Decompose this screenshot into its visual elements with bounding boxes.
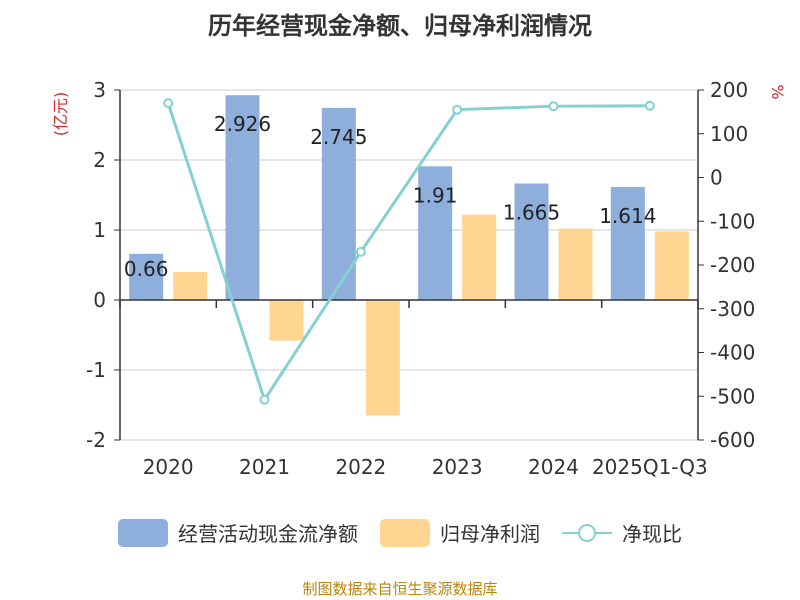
y2-tick-label: -400 xyxy=(710,341,755,365)
y2-tick-label: 200 xyxy=(710,78,748,102)
bar-cashflow xyxy=(418,166,453,300)
bar-net-profit xyxy=(269,300,304,341)
bar-net-profit xyxy=(365,300,400,416)
legend-label-cashflow: 经营活动现金流净额 xyxy=(178,522,358,546)
bar-net-profit xyxy=(654,231,689,300)
ratio-point xyxy=(548,101,559,112)
bar-cashflow xyxy=(610,187,645,300)
chart-legend: 经营活动现金流净额 归母净利润 净现比 xyxy=(0,518,800,547)
source-note: 制图数据来自恒生聚源数据库 xyxy=(302,580,498,598)
legend-swatch-ratio xyxy=(562,519,612,547)
x-tick-label: 2020 xyxy=(143,455,194,479)
y-axis-title: (亿元) xyxy=(51,92,70,137)
y2-tick-label: -100 xyxy=(710,209,755,233)
ratio-point xyxy=(644,100,655,111)
legend-item-cashflow[interactable]: 经营活动现金流净额 xyxy=(118,518,358,547)
legend-label-net-profit: 归母净利润 xyxy=(440,522,540,546)
y2-axis-title: % xyxy=(768,84,787,99)
ratio-point xyxy=(259,394,270,405)
ratio-point xyxy=(355,246,366,257)
bar-net-profit xyxy=(462,214,497,300)
bar-net-profit xyxy=(558,228,593,300)
legend-label-ratio: 净现比 xyxy=(622,522,682,546)
bar-cashflow xyxy=(514,183,549,300)
data-label-cashflow: 2.926 xyxy=(214,112,271,136)
ratio-line xyxy=(166,102,650,404)
y-tick-label: -2 xyxy=(86,428,106,452)
x-tick-label: 2023 xyxy=(432,455,483,479)
data-label-cashflow: 1.665 xyxy=(503,200,560,224)
y-tick-label: -1 xyxy=(86,358,106,382)
data-label-cashflow: 1.91 xyxy=(413,183,458,207)
legend-swatch-cashflow xyxy=(118,518,168,547)
y2-tick-label: 0 xyxy=(710,166,723,190)
legend-item-net-profit[interactable]: 归母净利润 xyxy=(380,518,540,547)
y-tick-label: 3 xyxy=(93,78,106,102)
data-label-cashflow: 0.66 xyxy=(124,257,169,281)
bar-cashflow xyxy=(225,95,260,301)
y-tick-label: 0 xyxy=(93,288,106,312)
x-tick-label: 2024 xyxy=(528,455,579,479)
x-tick-label: 2021 xyxy=(239,455,290,479)
ratio-point xyxy=(452,104,463,115)
bar-cashflow xyxy=(129,253,164,300)
x-tick-label: 2025Q1-Q3 xyxy=(592,455,708,479)
x-tick-label: 2022 xyxy=(335,455,386,479)
y2-tick-label: -300 xyxy=(710,297,755,321)
y2-tick-label: -200 xyxy=(710,253,755,277)
y-tick-label: 2 xyxy=(93,148,106,172)
legend-item-ratio[interactable]: 净现比 xyxy=(562,518,682,547)
data-label-cashflow: 2.745 xyxy=(310,125,367,149)
chart-title: 历年经营现金净额、归母净利润情况 xyxy=(208,12,592,40)
y2-tick-label: -500 xyxy=(710,384,755,408)
y2-tick-label: -600 xyxy=(710,428,755,452)
y-tick-label: 1 xyxy=(93,218,106,242)
bar-net-profit xyxy=(173,272,208,300)
legend-swatch-net-profit xyxy=(380,518,430,547)
y2-tick-label: 100 xyxy=(710,122,748,146)
ratio-point xyxy=(163,98,174,109)
data-label-cashflow: 1.614 xyxy=(599,204,656,228)
